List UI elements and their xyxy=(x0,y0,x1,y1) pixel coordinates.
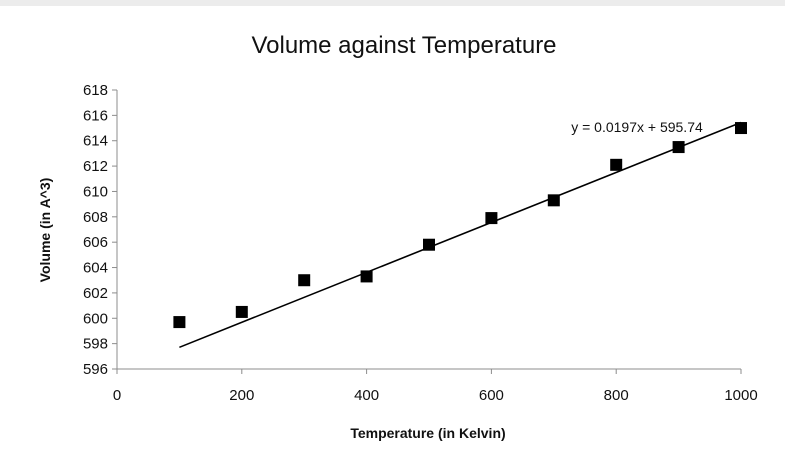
top-border xyxy=(0,0,785,6)
data-point xyxy=(298,274,311,287)
x-tick-label: 0 xyxy=(113,387,121,404)
trendline xyxy=(179,121,742,349)
data-points xyxy=(173,122,747,329)
x-tick-label: 800 xyxy=(604,387,629,404)
y-tick-label: 596 xyxy=(83,361,108,378)
tick-labels: 596 598 600 602 604 606 608 610 612 614 616 618 0 200… xyxy=(83,82,758,404)
data-point xyxy=(547,194,560,207)
data-point xyxy=(423,238,435,251)
x-tick-label: 200 xyxy=(229,387,254,404)
y-tick-label: 604 xyxy=(83,260,108,277)
data-point xyxy=(485,212,498,225)
data-point xyxy=(610,158,623,171)
y-tick-label: 598 xyxy=(83,336,108,353)
y-axis-title: Volume (in A^3) xyxy=(37,178,53,283)
x-axis-title: Temperature (in Kelvin) xyxy=(350,425,505,441)
data-point xyxy=(360,270,373,283)
trendline-equation: y = 0.0197x + 595.74 xyxy=(571,119,703,135)
x-tick-label: 1000 xyxy=(724,387,757,404)
y-tick-label: 616 xyxy=(83,107,108,124)
axes xyxy=(112,89,742,374)
y-tick-label: 600 xyxy=(83,310,108,327)
data-point xyxy=(173,316,186,329)
x-tick-label: 400 xyxy=(354,387,379,404)
y-tick-label: 614 xyxy=(83,133,108,150)
data-point xyxy=(672,141,685,154)
y-tick-label: 618 xyxy=(83,82,108,99)
y-tick-label: 608 xyxy=(83,209,108,226)
y-tick-label: 602 xyxy=(83,285,108,302)
data-point xyxy=(235,305,248,318)
x-tick-label: 600 xyxy=(479,387,504,404)
y-tick-label: 606 xyxy=(83,234,108,251)
y-tick-label: 610 xyxy=(83,183,108,200)
y-tick-label: 612 xyxy=(83,158,108,175)
data-point xyxy=(735,122,747,135)
chart-title: Volume against Temperature xyxy=(251,32,556,59)
trendline-group xyxy=(179,121,742,349)
